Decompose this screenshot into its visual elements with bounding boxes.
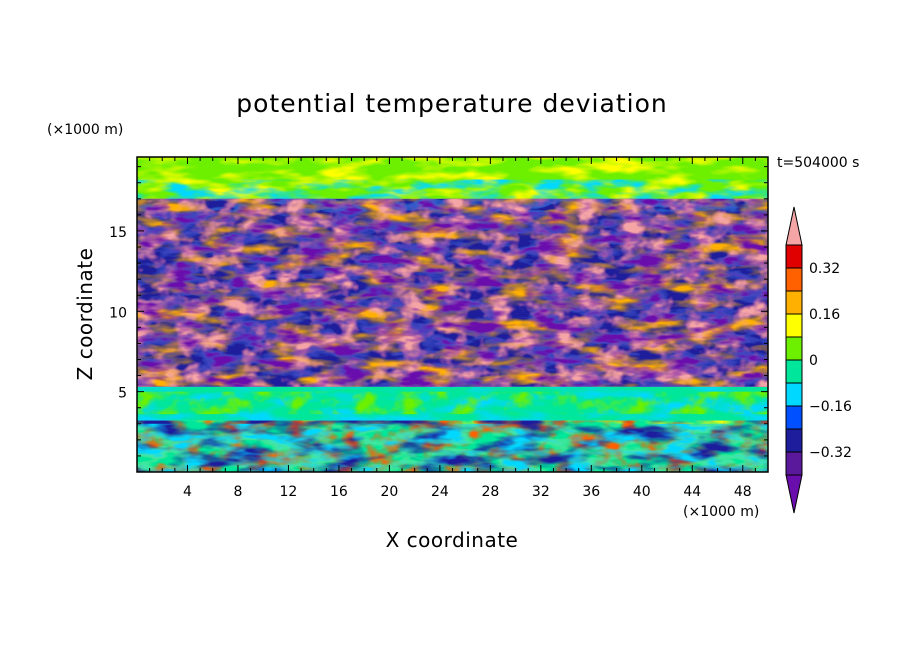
colorbar-label: −0.16 [809,399,852,415]
y-unit-label: (×1000 m) [47,122,123,138]
field-low-cyan [137,423,768,472]
colorbar-extend-max [785,206,803,246]
colorbar-label: 0.16 [809,307,840,323]
chart-title: potential temperature deviation [236,89,667,118]
colorbar-swatch [785,267,803,292]
colorbar-swatch [785,290,803,315]
x-tick-label: 8 [233,484,242,500]
x-tick-label: 24 [431,484,449,500]
y-tick-label: 10 [109,305,127,321]
colorbar-swatch [785,359,803,384]
x-tick-label: 48 [734,484,752,500]
x-tick-label: 16 [330,484,348,500]
x-tick-label: 36 [582,484,600,500]
x-tick-label: 4 [183,484,192,500]
colorbar-label: 0.32 [809,261,840,277]
field-mid-purple2 [137,198,768,387]
colorbar: 0.32 0.16 0 −0.16 −0.32 [785,206,852,514]
heatmap-field [137,157,768,472]
colorbar-swatch [785,244,803,269]
colorbar-swatch [785,336,803,361]
field-neutral-lime [137,391,768,415]
x-tick-label: 44 [683,484,701,500]
y-tick-label: 15 [109,225,127,241]
colorbar-swatch [785,405,803,430]
x-tick-label: 40 [633,484,651,500]
x-tick-label: 32 [532,484,550,500]
time-label: t=504000 s [777,155,859,171]
colorbar-swatch [785,313,803,338]
x-tick-label: 20 [380,484,398,500]
colorbar-swatch [785,451,803,476]
x-tick-label: 12 [280,484,298,500]
colorbar-label: −0.32 [809,445,852,461]
y-tick-label: 5 [118,386,127,402]
y-axis-label: Z coordinate [73,248,97,381]
x-unit-label: (×1000 m) [683,504,759,520]
x-tick-label: 28 [481,484,499,500]
colorbar-label: 0 [809,353,818,369]
x-axis-label: X coordinate [386,528,519,552]
colorbar-swatch [785,428,803,453]
colorbar-extend-min [785,474,803,514]
colorbar-swatch [785,382,803,407]
